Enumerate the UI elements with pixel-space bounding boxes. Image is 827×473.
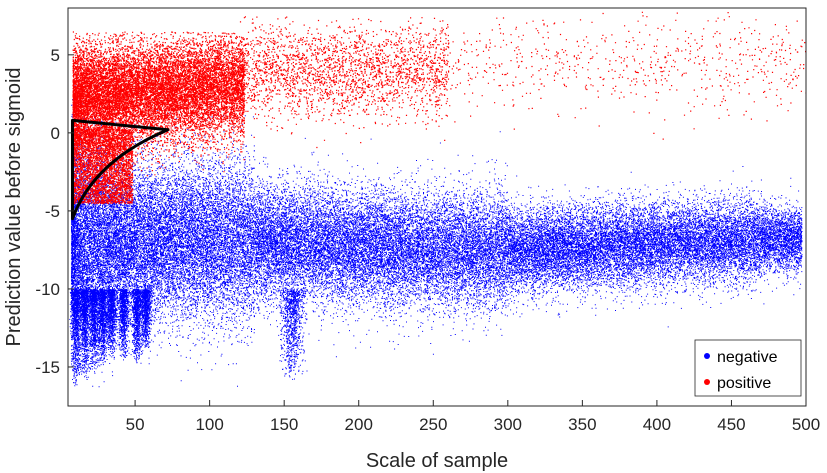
negative-series (68, 79, 803, 387)
y-tick-label: 0 (51, 124, 60, 143)
legend-marker-positive (704, 379, 710, 385)
x-tick-label: 50 (126, 415, 145, 434)
negative-points (68, 79, 803, 387)
positive-series (73, 12, 807, 205)
legend-marker-negative (704, 353, 710, 359)
x-tick-label: 200 (345, 415, 373, 434)
positive-points (73, 12, 807, 205)
y-axis-label: Prediction value before sigmoid (3, 67, 25, 346)
legend-label-positive: positive (717, 375, 771, 392)
y-tick-label: -10 (35, 280, 60, 299)
legend-label-negative: negative (717, 349, 778, 366)
x-tick-label: 400 (643, 415, 671, 434)
legend: negative positive (695, 340, 801, 396)
y-tick-label: -15 (35, 358, 60, 377)
x-tick-label: 350 (568, 415, 596, 434)
x-tick-label: 300 (494, 415, 522, 434)
x-axis: 50 100 150 200 250 300 350 400 450 500 (126, 400, 821, 434)
x-tick-label: 500 (792, 415, 820, 434)
x-tick-label: 450 (717, 415, 745, 434)
x-axis-label: Scale of sample (366, 450, 508, 472)
x-tick-label: 250 (419, 415, 447, 434)
x-tick-label: 100 (195, 415, 223, 434)
x-tick-label: 150 (270, 415, 298, 434)
y-tick-label: -5 (45, 202, 60, 221)
y-tick-label: 5 (51, 46, 60, 65)
